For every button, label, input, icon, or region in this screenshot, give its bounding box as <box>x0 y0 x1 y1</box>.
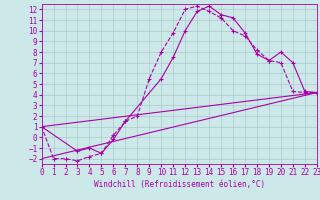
X-axis label: Windchill (Refroidissement éolien,°C): Windchill (Refroidissement éolien,°C) <box>94 180 265 189</box>
